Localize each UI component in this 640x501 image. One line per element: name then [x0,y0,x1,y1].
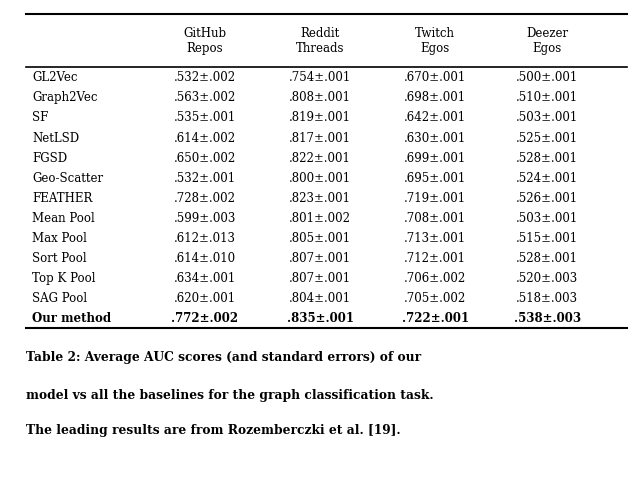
Text: .612±.013: .612±.013 [174,231,236,244]
Text: .524±.001: .524±.001 [516,171,579,184]
Text: .528±.001: .528±.001 [516,252,578,265]
Text: .823±.001: .823±.001 [289,191,351,204]
Text: .699±.001: .699±.001 [404,151,467,164]
Text: .614±.010: .614±.010 [173,252,236,265]
Text: .520±.003: .520±.003 [516,272,579,285]
Text: .772±.002: .772±.002 [172,312,238,325]
Text: .535±.001: .535±.001 [173,111,236,124]
Text: .525±.001: .525±.001 [516,131,579,144]
Text: .650±.002: .650±.002 [173,151,236,164]
Text: .807±.001: .807±.001 [289,272,351,285]
Text: .630±.001: .630±.001 [404,131,467,144]
Text: .728±.002: .728±.002 [174,191,236,204]
Text: .510±.001: .510±.001 [516,91,579,104]
Text: The leading results are from Rozemberczki et al. [19].: The leading results are from Rozemberczk… [26,423,400,436]
Text: .518±.003: .518±.003 [516,292,579,305]
Text: .705±.002: .705±.002 [404,292,467,305]
Text: .708±.001: .708±.001 [404,211,467,224]
Text: .599±.003: .599±.003 [173,211,236,224]
Text: .713±.001: .713±.001 [404,231,467,244]
Text: Sort Pool: Sort Pool [32,252,86,265]
Text: .620±.001: .620±.001 [173,292,236,305]
Text: .706±.002: .706±.002 [404,272,467,285]
Text: .614±.002: .614±.002 [173,131,236,144]
Text: .722±.001: .722±.001 [402,312,468,325]
Text: .698±.001: .698±.001 [404,91,467,104]
Text: .532±.002: .532±.002 [173,71,236,84]
Text: .800±.001: .800±.001 [289,171,351,184]
Text: Table 2: Average AUC scores (and standard errors) of our: Table 2: Average AUC scores (and standar… [26,351,420,364]
Text: Reddit
Threads: Reddit Threads [296,28,344,55]
Text: Geo-Scatter: Geo-Scatter [32,171,103,184]
Text: .835±.001: .835±.001 [287,312,353,325]
Text: Deezer
Egos: Deezer Egos [526,28,568,55]
Text: NetLSD: NetLSD [32,131,79,144]
Text: .808±.001: .808±.001 [289,91,351,104]
Text: .822±.001: .822±.001 [289,151,351,164]
Text: .804±.001: .804±.001 [289,292,351,305]
Text: Our method: Our method [32,312,111,325]
Text: .532±.001: .532±.001 [173,171,236,184]
Text: .503±.001: .503±.001 [516,111,579,124]
Text: .801±.002: .801±.002 [289,211,351,224]
Text: Twitch
Egos: Twitch Egos [415,28,455,55]
Text: .634±.001: .634±.001 [173,272,236,285]
Text: GL2Vec: GL2Vec [32,71,77,84]
Text: .500±.001: .500±.001 [516,71,579,84]
Text: .712±.001: .712±.001 [404,252,466,265]
Text: .819±.001: .819±.001 [289,111,351,124]
Text: .528±.001: .528±.001 [516,151,578,164]
Text: .642±.001: .642±.001 [404,111,467,124]
Text: model vs all the baselines for the graph classification task.: model vs all the baselines for the graph… [26,388,433,401]
Text: GitHub
Repos: GitHub Repos [183,28,227,55]
Text: .515±.001: .515±.001 [516,231,579,244]
Text: Max Pool: Max Pool [32,231,87,244]
Text: SAG Pool: SAG Pool [32,292,87,305]
Text: FEATHER: FEATHER [32,191,92,204]
Text: Top K Pool: Top K Pool [32,272,95,285]
Text: .754±.001: .754±.001 [289,71,351,84]
Text: .503±.001: .503±.001 [516,211,579,224]
Text: Mean Pool: Mean Pool [32,211,95,224]
Text: .805±.001: .805±.001 [289,231,351,244]
Text: .719±.001: .719±.001 [404,191,467,204]
Text: .670±.001: .670±.001 [404,71,467,84]
Text: .538±.003: .538±.003 [514,312,580,325]
Text: Graph2Vec: Graph2Vec [32,91,97,104]
Text: .695±.001: .695±.001 [404,171,467,184]
Text: .807±.001: .807±.001 [289,252,351,265]
Text: SF: SF [32,111,49,124]
Text: .817±.001: .817±.001 [289,131,351,144]
Text: .526±.001: .526±.001 [516,191,579,204]
Text: FGSD: FGSD [32,151,67,164]
Text: .563±.002: .563±.002 [173,91,236,104]
